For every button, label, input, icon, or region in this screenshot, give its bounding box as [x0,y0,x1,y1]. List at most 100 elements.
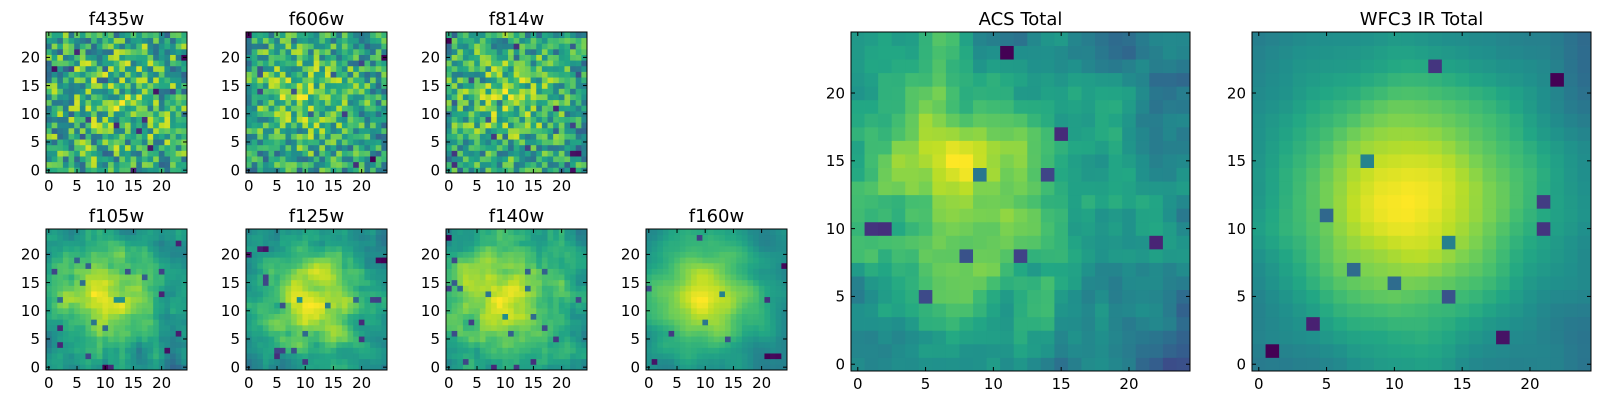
heatmap-cell [341,110,348,117]
heatmap-cell [257,251,264,258]
heatmap-cell [564,88,571,95]
heatmap-cell [986,248,1001,263]
heatmap-cell [547,37,554,44]
heatmap-cell [170,279,177,286]
heatmap-cell [68,94,75,101]
heatmap-cell [336,285,343,292]
heatmap-cell [485,279,492,286]
heatmap-cell [564,127,571,134]
heatmap-cell [364,251,371,258]
heatmap-cell [324,167,331,174]
heatmap-cell [274,307,281,314]
heatmap-cell [102,313,109,320]
heatmap-cell [1333,316,1348,331]
heatmap-cell [279,94,286,101]
heatmap-cell [341,341,348,348]
heatmap-cell [336,330,343,337]
heatmap-cell [973,140,987,155]
heatmap-cell [1577,235,1592,250]
heatmap-cell [79,347,86,354]
heatmap-cell [141,77,148,84]
heatmap-cell [364,285,371,292]
heatmap-cell [1455,316,1470,331]
heatmap-cell [1360,45,1375,60]
x-tick-label: 10 [984,375,1003,393]
heatmap-cell [1387,194,1402,209]
heatmap-cell [285,43,292,50]
heatmap-cell [491,285,498,292]
heatmap-cell [324,60,331,67]
heatmap-cell [57,307,64,314]
heatmap-cell [496,302,503,309]
heatmap-cell [302,245,309,252]
heatmap-cell [1509,154,1524,168]
heatmap-cell [108,156,115,163]
heatmap-cell [85,364,92,371]
heatmap-cell [341,116,348,123]
heatmap-cell [313,48,320,55]
heatmap-cell [375,251,382,258]
heatmap-cell [1095,126,1110,141]
heatmap-cell [570,291,577,298]
heatmap-cell [353,110,360,117]
heatmap-cell [547,94,554,101]
x-tick-label: 5 [1322,375,1332,393]
heatmap-cell [1374,303,1388,318]
heatmap-cell [268,358,275,365]
heatmap-cell [91,48,98,55]
heatmap-cell [1509,303,1524,318]
heatmap-cell [153,262,160,269]
heatmap-cell [864,167,879,182]
heatmap-cell [79,127,86,134]
heatmap-cell [102,133,109,140]
heatmap-cell [308,279,315,286]
heatmap-cell [1027,99,1042,114]
heatmap-cell [1414,113,1429,128]
heatmap-cell [257,37,264,44]
heatmap-cell [1577,32,1592,46]
heatmap-cell [1122,303,1137,318]
heatmap-cell [62,77,69,84]
heatmap-cell [330,262,337,269]
heatmap-cell [313,358,320,365]
heatmap-cell [285,285,292,292]
heatmap-cell [279,122,286,129]
heatmap-cell [1360,316,1375,331]
heatmap-cell [474,48,481,55]
heatmap-cell [558,71,565,78]
heatmap-cell [496,71,503,78]
heatmap-cell [353,161,360,168]
heatmap-cell [1279,208,1294,223]
heatmap-cell [57,358,64,365]
heatmap-cell [113,353,120,360]
heatmap-cell [124,302,131,309]
heatmap-cell [1149,126,1164,141]
heatmap-cell [905,154,920,168]
heatmap-cell [891,126,906,141]
heatmap-cell [279,71,286,78]
heatmap-cell [986,32,1001,46]
heatmap-cell [491,156,498,163]
heatmap-cell [370,43,377,50]
heatmap-cell [1306,126,1321,141]
heatmap-cell [175,156,182,163]
heatmap-cell [353,229,360,236]
heatmap-cell [158,240,165,247]
heatmap-cell [170,133,177,140]
heatmap-cell [262,82,269,89]
heatmap-cell [891,140,906,155]
heatmap-cell [986,167,1001,182]
heatmap-cell [251,71,258,78]
heatmap-cell [347,133,354,140]
heatmap-cell [519,77,526,84]
heatmap-cell [358,330,365,337]
heatmap-cell [164,65,171,72]
heatmap-cell [513,99,520,106]
heatmap-cell [324,364,331,371]
heatmap-cell [1040,72,1055,87]
heatmap-cell [164,296,171,303]
heatmap-cell [130,127,137,134]
heatmap-cell [1054,181,1069,196]
heatmap-cell [102,358,109,365]
